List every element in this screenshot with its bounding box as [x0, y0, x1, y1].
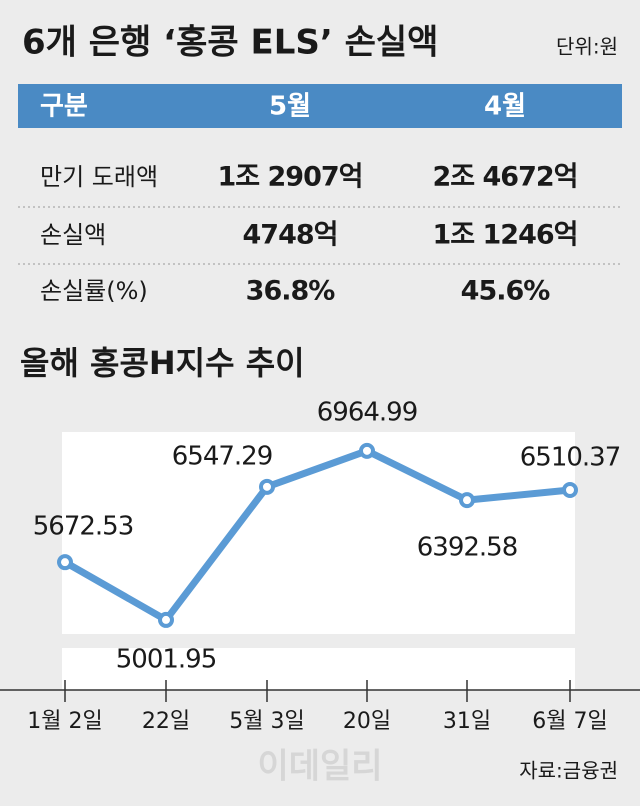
- data-label: 6964.99: [317, 397, 418, 427]
- watermark: 이데일리: [257, 747, 382, 787]
- table-cell: 만기 도래액: [40, 163, 158, 191]
- point: [259, 478, 275, 495]
- line: [63, 447, 571, 624]
- point: [158, 611, 174, 628]
- table-header-bg: [18, 84, 622, 128]
- table-cell: 45.6%: [461, 276, 551, 307]
- data-label: 6547.29: [172, 441, 273, 471]
- point: [562, 482, 578, 499]
- data-label: 5001.95: [116, 644, 217, 674]
- x-tick-label: 5월 3일: [229, 709, 304, 734]
- data-label: 6510.37: [520, 443, 621, 473]
- table-cell: 36.8%: [246, 276, 336, 307]
- data-label: 5672.53: [33, 512, 134, 542]
- table-header-cell: 4월: [484, 92, 526, 122]
- table-cell: 4748억: [243, 220, 338, 251]
- x-tick-label: 31일: [443, 709, 491, 734]
- table-cell: 1조 2907억: [217, 162, 362, 193]
- x-tick-label: 6월 7일: [532, 709, 607, 734]
- source: 자료:금융권: [519, 759, 618, 783]
- table-cell: 손실률(%): [40, 277, 148, 305]
- point: [57, 554, 73, 571]
- table-cell: 손실액: [40, 221, 106, 249]
- table-header-cell: 구분: [40, 92, 88, 122]
- x-tick-label: 20일: [343, 709, 391, 734]
- table-header-cell: 5월: [269, 92, 311, 122]
- point: [359, 442, 375, 459]
- title: 6개 은행 ‘홍콩 ELS’ 손실액: [22, 23, 438, 63]
- point: [459, 492, 475, 509]
- x-tick-label: 22일: [142, 709, 190, 734]
- table-cell: 1조 1246억: [432, 220, 577, 251]
- unit: 단위:원: [556, 35, 618, 59]
- data-label: 6392.58: [417, 533, 518, 563]
- table-cell: 2조 4672억: [432, 162, 577, 193]
- x-tick-label: 1월 2일: [27, 709, 102, 734]
- plot-break: [62, 634, 575, 648]
- chart-title: 올해 홍콩H지수 추이: [20, 344, 305, 382]
